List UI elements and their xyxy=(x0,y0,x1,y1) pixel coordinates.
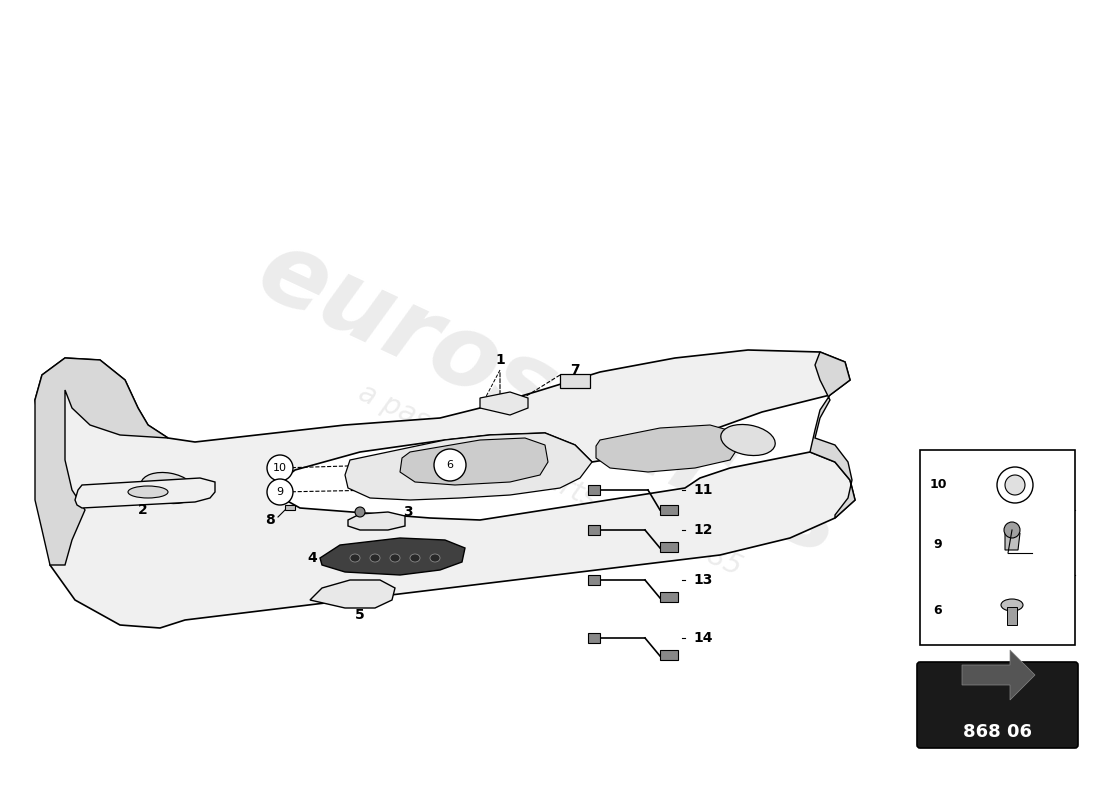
Text: eurospares: eurospares xyxy=(243,222,857,578)
Circle shape xyxy=(434,449,466,481)
Polygon shape xyxy=(1005,533,1020,550)
Ellipse shape xyxy=(370,554,379,562)
Polygon shape xyxy=(75,478,214,508)
Text: 10: 10 xyxy=(930,478,947,491)
Ellipse shape xyxy=(430,554,440,562)
Ellipse shape xyxy=(1001,599,1023,611)
Text: 13: 13 xyxy=(693,573,713,587)
Text: 4: 4 xyxy=(307,551,317,565)
Text: 6: 6 xyxy=(447,460,453,470)
Bar xyxy=(660,542,678,552)
Ellipse shape xyxy=(390,554,400,562)
Text: 10: 10 xyxy=(273,463,287,473)
Ellipse shape xyxy=(141,473,195,503)
Text: 3: 3 xyxy=(404,505,412,519)
Text: 5: 5 xyxy=(355,608,365,622)
Polygon shape xyxy=(596,425,738,472)
Bar xyxy=(588,633,600,643)
Bar xyxy=(588,525,600,535)
Circle shape xyxy=(355,507,365,517)
Polygon shape xyxy=(320,538,465,575)
Polygon shape xyxy=(400,438,548,485)
Polygon shape xyxy=(35,350,855,628)
Circle shape xyxy=(267,455,293,481)
Text: 7: 7 xyxy=(570,363,580,377)
Polygon shape xyxy=(310,580,395,608)
Ellipse shape xyxy=(350,554,360,562)
Text: 8: 8 xyxy=(265,513,275,527)
Text: 11: 11 xyxy=(693,483,713,497)
Polygon shape xyxy=(962,650,1035,700)
Ellipse shape xyxy=(410,554,420,562)
Polygon shape xyxy=(810,352,855,518)
Circle shape xyxy=(1004,522,1020,538)
Bar xyxy=(660,505,678,515)
Bar xyxy=(660,650,678,660)
Text: 6: 6 xyxy=(934,603,943,617)
Text: a passion for parts since 1985: a passion for parts since 1985 xyxy=(354,378,746,582)
Text: 9: 9 xyxy=(276,487,284,497)
Bar xyxy=(588,575,600,585)
Ellipse shape xyxy=(720,425,775,455)
Text: 12: 12 xyxy=(693,523,713,537)
Text: 14: 14 xyxy=(693,631,713,645)
Bar xyxy=(588,485,600,495)
Ellipse shape xyxy=(128,486,168,498)
Bar xyxy=(660,592,678,602)
Circle shape xyxy=(267,479,293,505)
Polygon shape xyxy=(35,358,168,565)
Text: 868 06: 868 06 xyxy=(962,723,1032,741)
Polygon shape xyxy=(285,505,295,510)
Circle shape xyxy=(997,467,1033,503)
Circle shape xyxy=(1005,475,1025,495)
Polygon shape xyxy=(348,512,405,530)
Text: 9: 9 xyxy=(934,538,943,551)
FancyBboxPatch shape xyxy=(917,662,1078,748)
Bar xyxy=(1006,607,1018,625)
Polygon shape xyxy=(480,392,528,415)
Text: 1: 1 xyxy=(495,353,505,367)
Bar xyxy=(920,450,1075,645)
Polygon shape xyxy=(345,433,592,500)
Text: 2: 2 xyxy=(139,503,147,517)
Bar xyxy=(560,374,590,388)
